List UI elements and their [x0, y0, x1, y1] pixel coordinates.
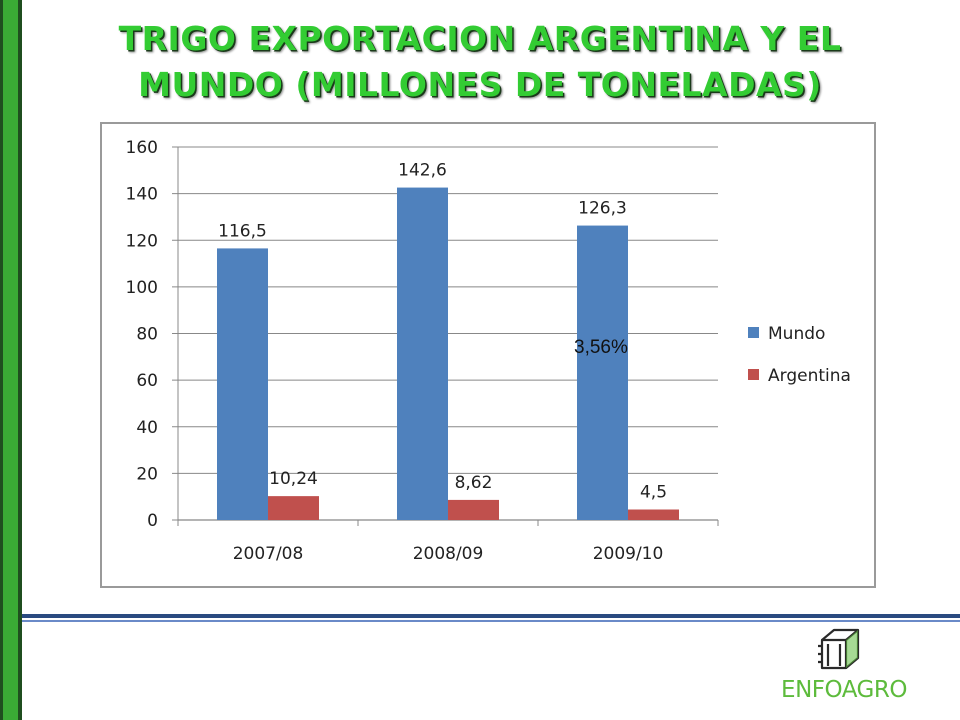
- legend-swatch: [748, 327, 759, 338]
- bar-argentina: [268, 496, 319, 520]
- data-label: 142,6: [398, 161, 447, 181]
- y-tick-label: 140: [126, 185, 158, 205]
- footer-divider-thin: [22, 620, 960, 622]
- bar-mundo: [217, 248, 268, 521]
- y-tick-label: 40: [136, 418, 158, 438]
- data-label: 4,5: [640, 483, 667, 503]
- chart-frame: 0 20 40 60 80 100 120 140 160 2007/08 2008/09 2009/…: [100, 122, 876, 588]
- y-tick-label: 100: [126, 278, 158, 298]
- x-tick-label: 2007/08: [233, 544, 304, 564]
- y-tick-label: 60: [136, 371, 158, 391]
- slide-title-line-1: TRIGO EXPORTACION ARGENTINA Y EL: [118, 19, 842, 58]
- x-tick-label: 2008/09: [413, 544, 484, 564]
- legend-label: Argentina: [768, 366, 851, 386]
- y-tick-label: 20: [136, 464, 158, 484]
- logo-text: ENFOAGRO: [781, 677, 907, 703]
- data-label: 126,3: [578, 199, 627, 219]
- y-tick-label: 0: [147, 511, 158, 531]
- y-tick-label: 160: [126, 138, 158, 158]
- left-accent-bar-inner: [3, 0, 18, 720]
- x-tick-label: 2009/10: [593, 544, 664, 564]
- bar-mundo: [397, 187, 448, 520]
- bar-mundo: [577, 225, 628, 521]
- enfoagro-logo-icon: [818, 628, 860, 670]
- bar-chart: 0 20 40 60 80 100 120 140 160 2007/08 2008/09 2009/…: [126, 138, 851, 564]
- data-label: 10,24: [269, 469, 318, 489]
- bar-argentina: [628, 509, 679, 520]
- y-tick-label: 120: [126, 231, 158, 251]
- slide-title: TRIGO EXPORTACION ARGENTINA Y EL MUNDO (…: [40, 16, 920, 108]
- percentage-annotation: 3,56%: [574, 337, 628, 358]
- footer-divider: [22, 614, 960, 618]
- bar-argentina: [448, 499, 499, 520]
- slide-title-line-2: MUNDO (MILLONES DE TONELADAS): [138, 65, 822, 104]
- y-tick-label: 80: [136, 325, 158, 345]
- legend-swatch: [748, 369, 759, 380]
- data-label: 8,62: [455, 473, 493, 493]
- legend-label: Mundo: [768, 324, 825, 344]
- data-label: 116,5: [218, 221, 267, 241]
